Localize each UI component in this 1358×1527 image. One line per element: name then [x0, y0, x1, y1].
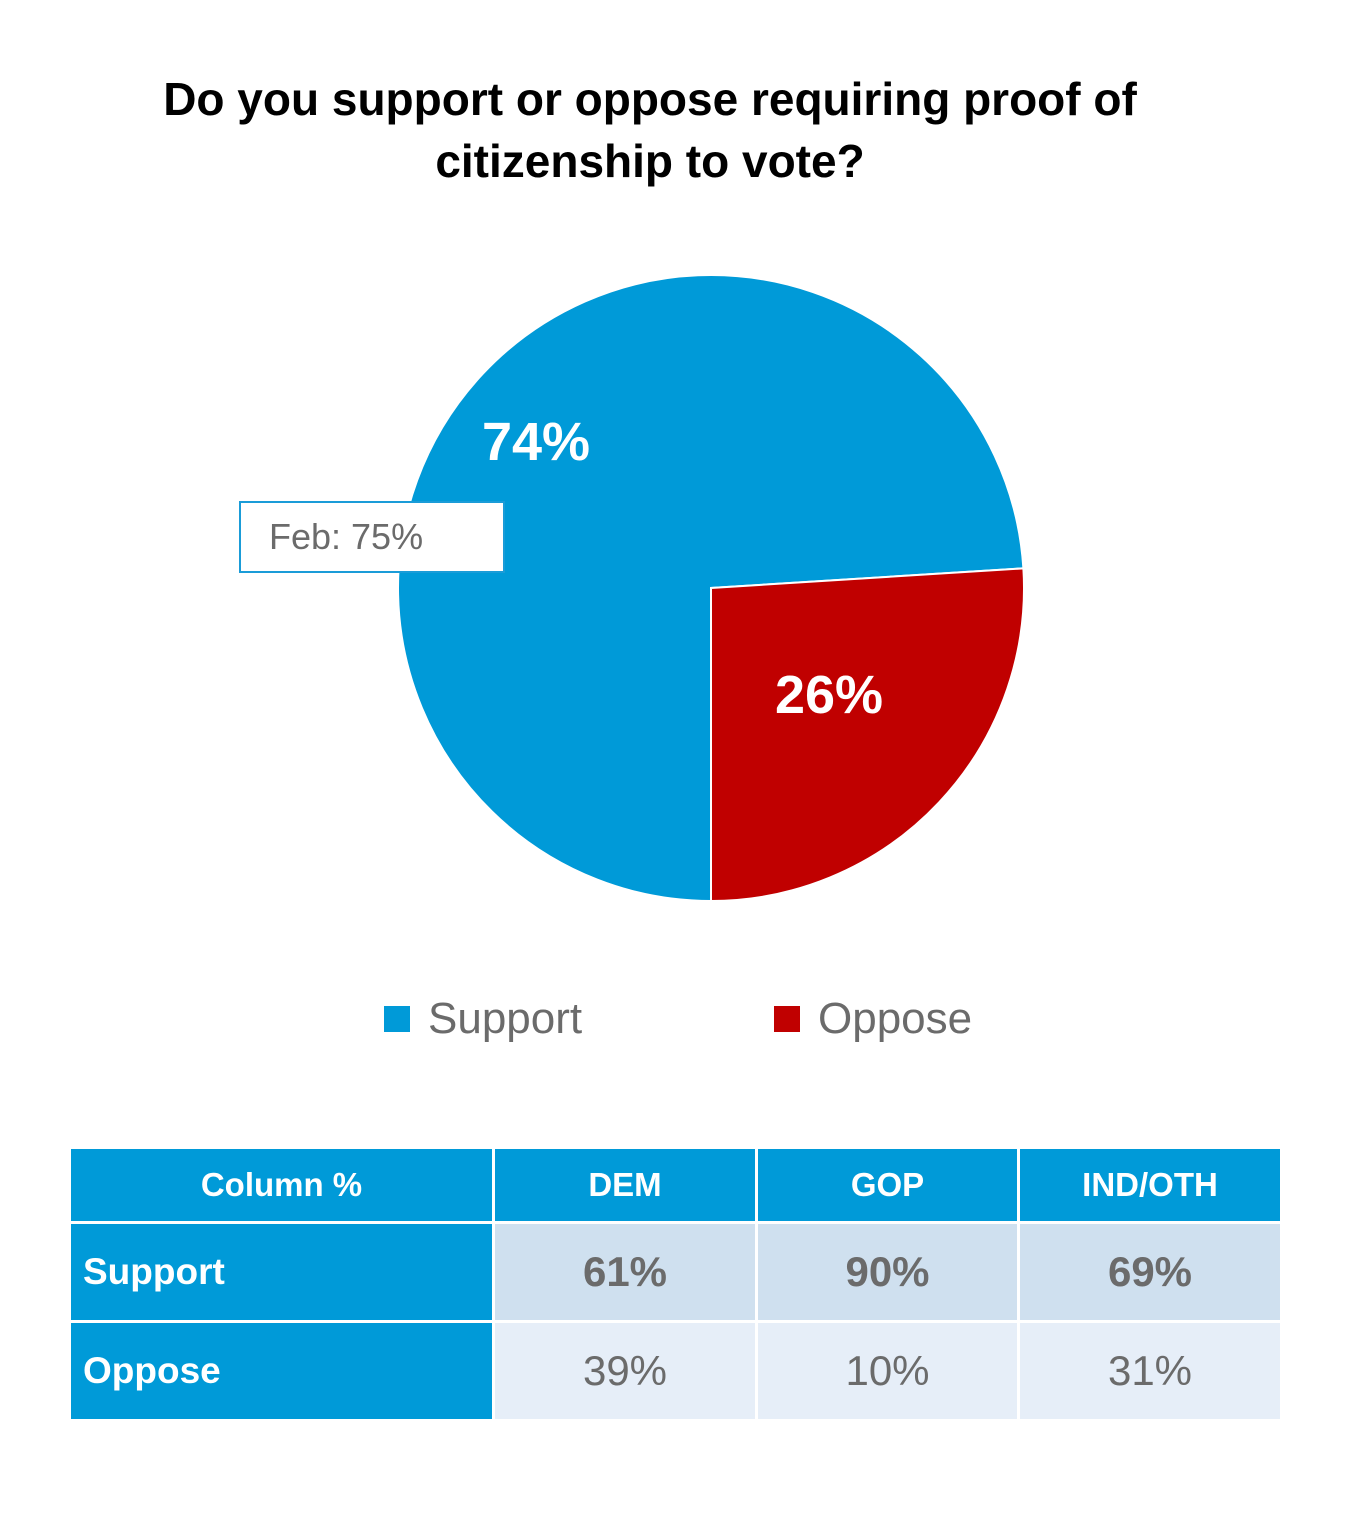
legend-swatch-support	[384, 1006, 410, 1032]
legend-label-oppose: Oppose	[818, 994, 973, 1043]
oppose-gop-value: 10%	[755, 1320, 1020, 1422]
chart-title-line-1: Do you support or oppose requiring proof…	[163, 73, 1137, 125]
legend-item-support: Support	[384, 994, 582, 1044]
oppose-ind-oth-value: 31%	[1017, 1320, 1283, 1422]
pie-slice-oppose	[710, 567, 1025, 903]
table-row-oppose: Oppose 39% 10% 31%	[68, 1320, 1283, 1422]
support-dem-value: 61%	[492, 1221, 758, 1323]
pie-label-oppose: 26%	[775, 665, 883, 725]
legend: Support Oppose	[0, 994, 1358, 1050]
pie-chart: 74% 26%	[397, 274, 1025, 903]
table-row-support: Support 61% 90% 69%	[68, 1221, 1283, 1323]
legend-swatch-oppose	[774, 1006, 800, 1032]
header-dem: DEM	[492, 1146, 758, 1224]
legend-item-oppose: Oppose	[774, 994, 972, 1044]
legend-label-support: Support	[428, 994, 583, 1043]
support-gop-value: 90%	[755, 1221, 1020, 1323]
header-gop: GOP	[755, 1146, 1020, 1224]
header-ind-oth: IND/OTH	[1017, 1146, 1283, 1224]
table-header-row: Column % DEM GOP IND/OTH	[68, 1146, 1283, 1224]
header-column-percent: Column %	[68, 1146, 495, 1224]
party-breakdown-table: Column % DEM GOP IND/OTH Support 61% 90%…	[68, 1146, 1283, 1422]
chart-title: Do you support or oppose requiring proof…	[100, 68, 1200, 192]
row-label-oppose: Oppose	[68, 1320, 495, 1422]
feb-annotation: Feb: 75%	[239, 501, 505, 573]
row-label-support: Support	[68, 1221, 495, 1323]
support-ind-oth-value: 69%	[1017, 1221, 1283, 1323]
pie-label-support: 74%	[482, 412, 590, 472]
oppose-dem-value: 39%	[492, 1320, 758, 1422]
chart-title-line-2: citizenship to vote?	[435, 135, 865, 187]
